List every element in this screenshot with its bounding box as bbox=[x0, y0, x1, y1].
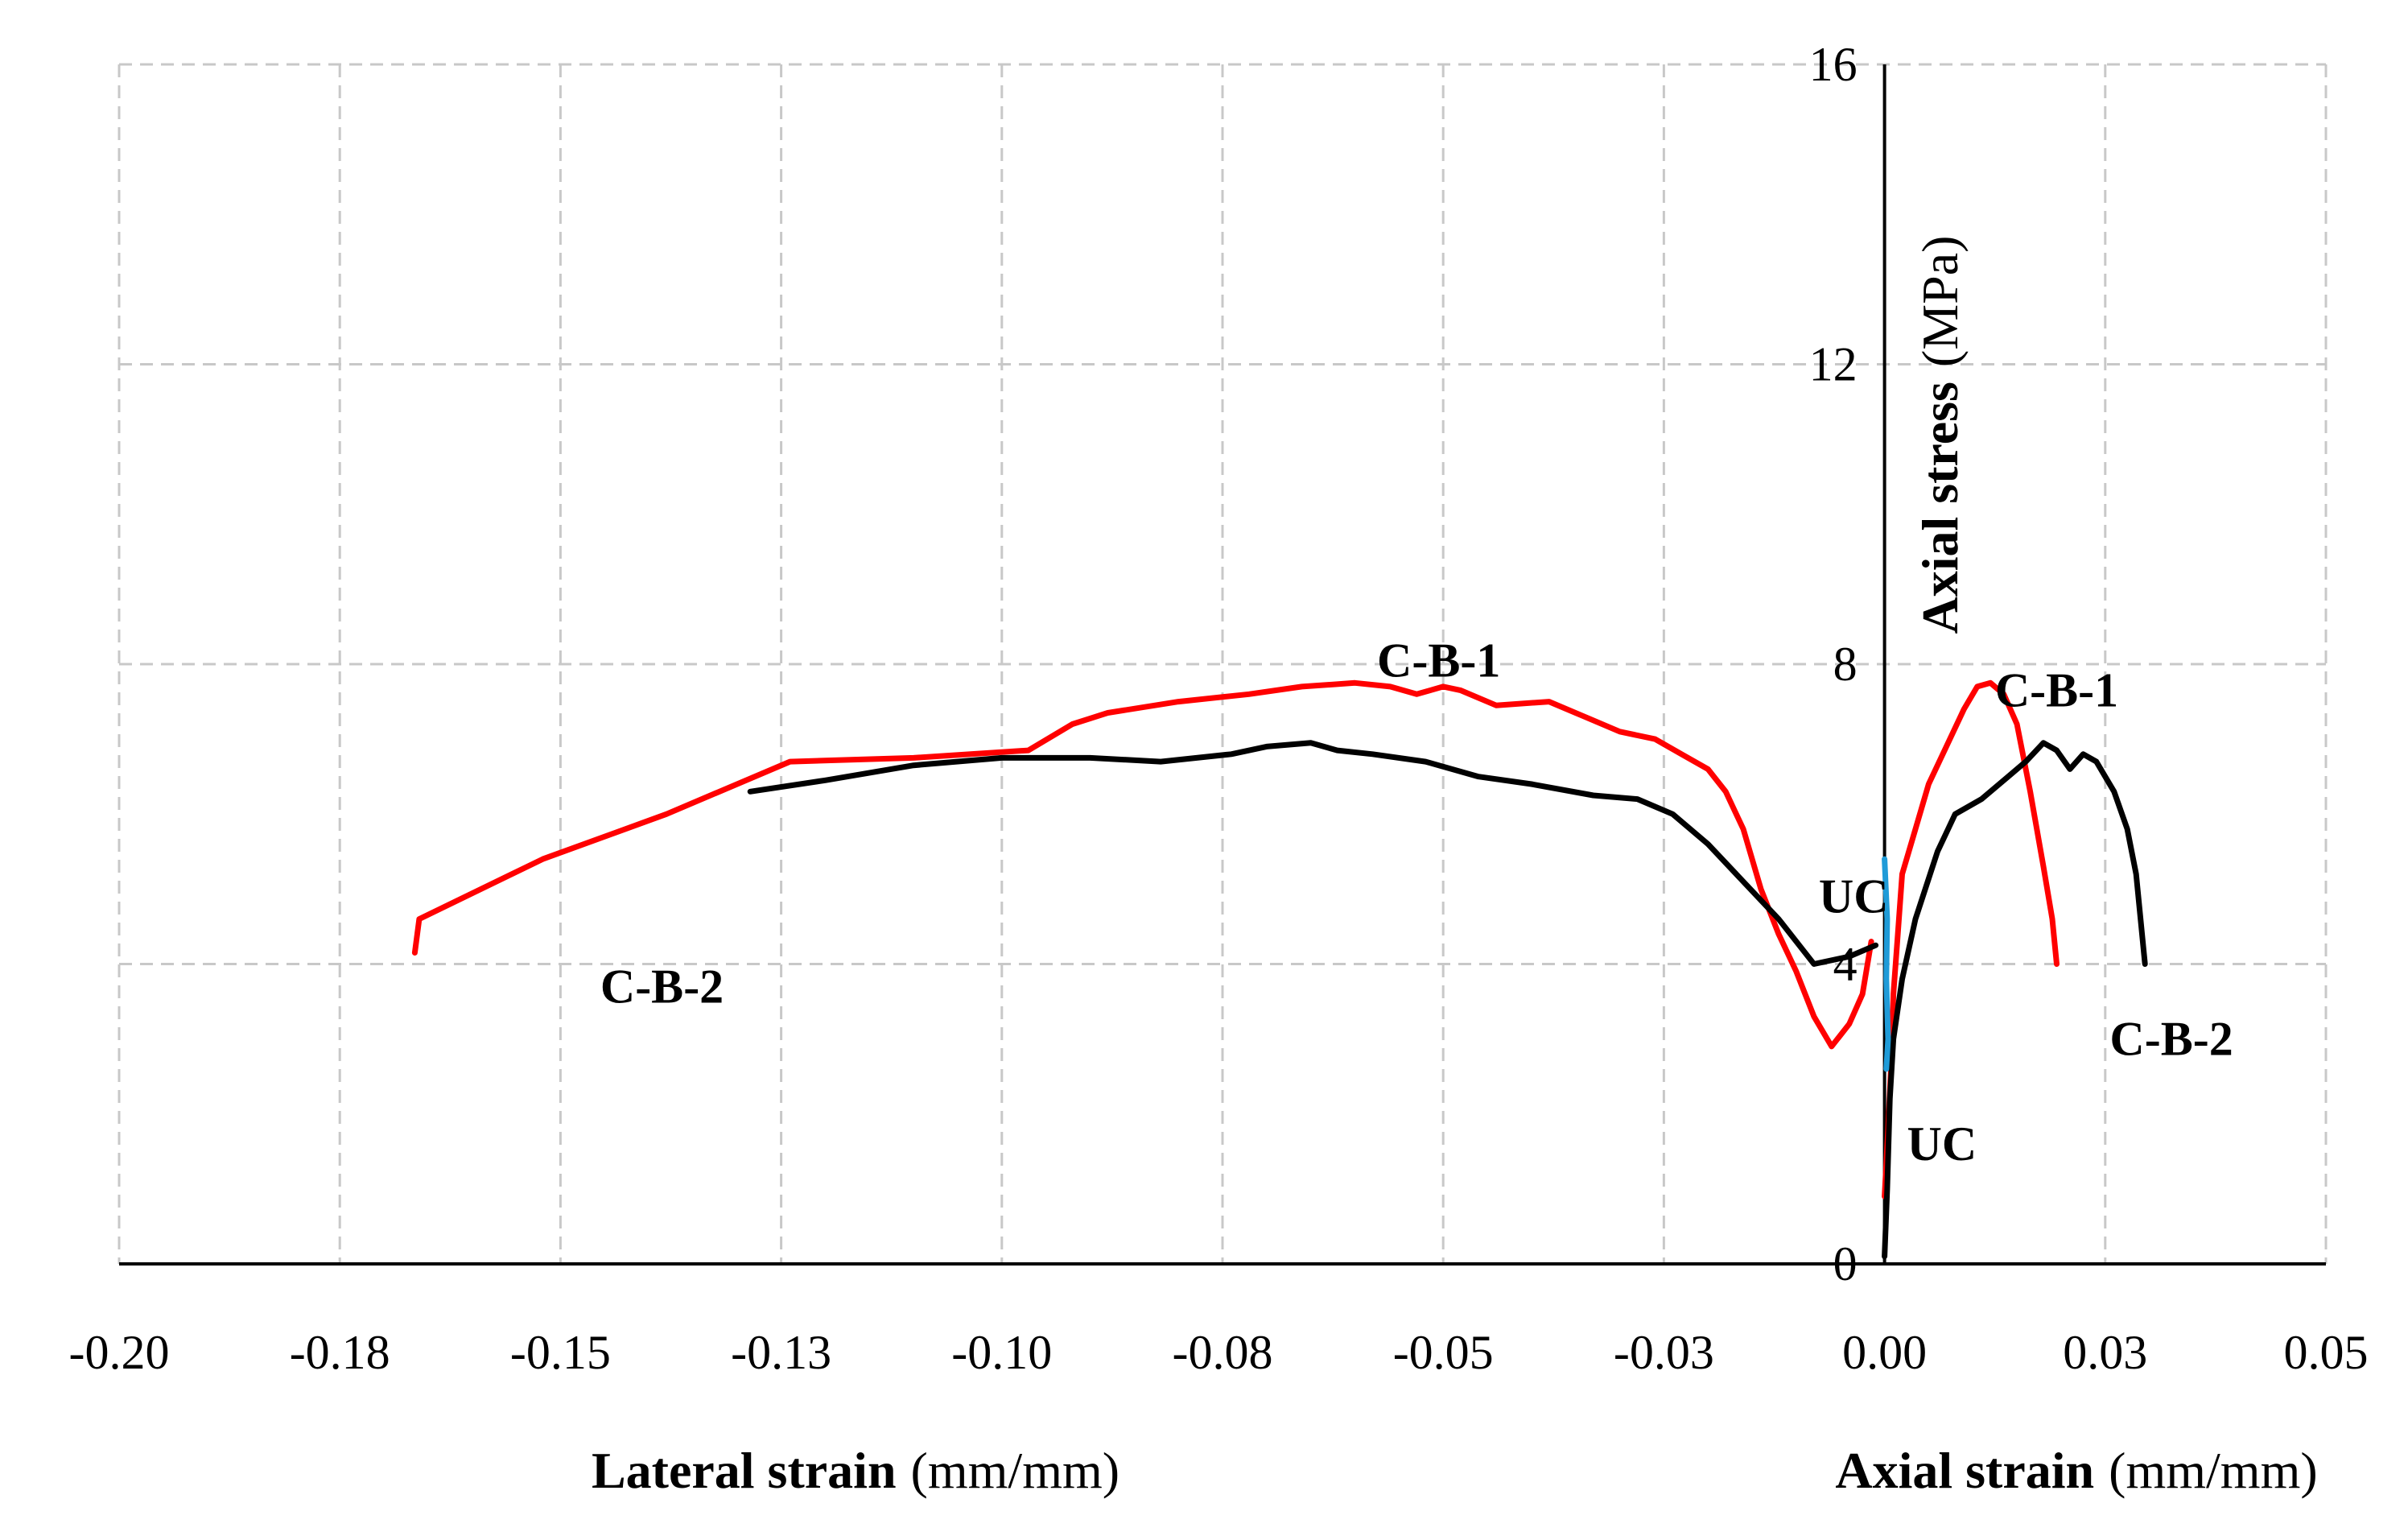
y-axis-title: Axial stress (MPa) bbox=[1911, 236, 1969, 634]
series-annotation: C-B-2 bbox=[600, 960, 724, 1013]
series-annotations: C-B-1 C-B-1 C-B-2 C-B-2 UC UC bbox=[600, 634, 2233, 1171]
series-line-c-b-2-lateral bbox=[747, 740, 1879, 967]
series-annotation: UC bbox=[1819, 870, 1889, 923]
series-line-c-b-1-axial bbox=[1882, 679, 2060, 1199]
y-tick-label: 4 bbox=[1833, 938, 1858, 991]
axes: -0.20 -0.18 -0.15 -0.13 -0.10 -0.08 -0.05 -0.03… bbox=[69, 38, 2369, 1379]
x-axis-title-lateral-unit: (mm/mm) bbox=[911, 1442, 1120, 1499]
x-tick-label: -0.20 bbox=[69, 1326, 170, 1379]
y-axis-title-unit: (MPa) bbox=[1911, 236, 1969, 368]
y-tick-label: 12 bbox=[1809, 338, 1858, 391]
series-annotation: UC bbox=[1907, 1117, 1977, 1171]
series-annotation: C-B-1 bbox=[1377, 634, 1500, 687]
x-tick-label: -0.10 bbox=[951, 1326, 1052, 1379]
series-annotation: C-B-1 bbox=[1995, 664, 2118, 717]
x-tick-label: 0.00 bbox=[1842, 1326, 1927, 1379]
y-axis-title-bold: Axial stress bbox=[1911, 382, 1969, 634]
x-axis-title-axial-bold: Axial strain bbox=[1835, 1442, 2094, 1499]
series-line-uc bbox=[1882, 856, 1891, 1072]
x-axis-title-axial: Axial strain (mm/mm) bbox=[1835, 1442, 2317, 1499]
y-tick-label: 16 bbox=[1809, 38, 1858, 91]
x-tick-label: -0.18 bbox=[290, 1326, 390, 1379]
x-tick-label: -0.05 bbox=[1393, 1326, 1494, 1379]
x-tick-label: -0.08 bbox=[1173, 1326, 1273, 1379]
x-tick-label: 0.03 bbox=[2063, 1326, 2147, 1379]
series-annotation: C-B-2 bbox=[2109, 1013, 2233, 1066]
series-line-c-b-2-axial bbox=[1882, 740, 2148, 1260]
x-tick-label: -0.03 bbox=[1614, 1326, 1714, 1379]
y-tick-label: 8 bbox=[1833, 638, 1858, 691]
x-axis-title-lateral: Lateral strain (mm/mm) bbox=[592, 1442, 1119, 1499]
gridlines bbox=[118, 63, 2328, 1264]
series bbox=[411, 679, 2148, 1260]
x-tick-label: -0.13 bbox=[731, 1326, 831, 1379]
series-line-c-b-1-lateral bbox=[411, 679, 1874, 1050]
x-axis-title-axial-unit: (mm/mm) bbox=[2109, 1442, 2318, 1499]
x-tick-label: 0.05 bbox=[2284, 1326, 2369, 1379]
x-axis-title-lateral-bold: Lateral strain bbox=[592, 1442, 897, 1499]
x-tick-label: -0.15 bbox=[510, 1326, 611, 1379]
